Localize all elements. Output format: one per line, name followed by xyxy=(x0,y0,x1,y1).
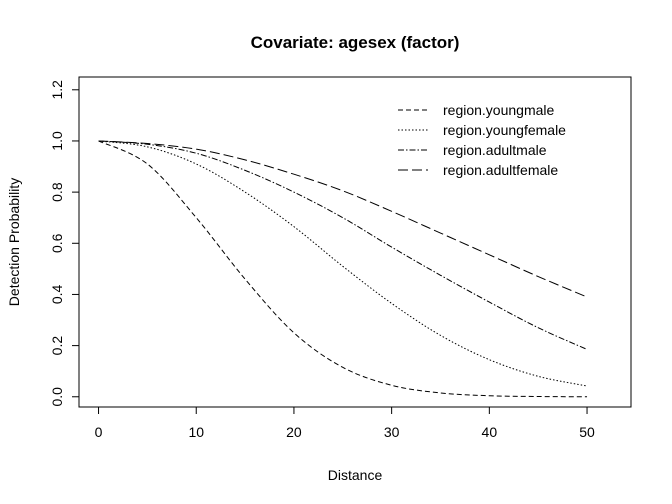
y-tick-label: 0.2 xyxy=(49,336,65,356)
x-tick-label: 30 xyxy=(384,424,400,440)
x-tick-label: 10 xyxy=(188,424,204,440)
y-tick-label: 1.0 xyxy=(49,131,65,151)
series-line-region-adultfemale xyxy=(98,140,588,298)
x-tick-label: 50 xyxy=(579,424,595,440)
y-axis-title: Detection Probability xyxy=(6,178,22,306)
series-line-region-youngfemale xyxy=(98,140,588,387)
x-axis-title: Distance xyxy=(328,467,383,483)
x-axis: 0 10 20 30 40 50 xyxy=(95,406,595,440)
y-tick-label: 0.8 xyxy=(49,182,65,202)
y-tick-label: 1.2 xyxy=(49,80,65,100)
y-tick-label: 0.6 xyxy=(49,233,65,253)
y-tick-label: 0.4 xyxy=(49,285,65,305)
legend-label: region.youngfemale xyxy=(443,122,566,138)
series-line-region-adultmale xyxy=(98,140,588,350)
legend-label: region.adultfemale xyxy=(443,162,558,178)
y-tick-label: 0.0 xyxy=(49,387,65,407)
series-line-region-youngmale xyxy=(98,140,588,398)
x-tick-label: 40 xyxy=(482,424,498,440)
series-lines xyxy=(98,140,588,398)
legend-label: region.adultmale xyxy=(443,142,547,158)
legend-label: region.youngmale xyxy=(443,102,555,118)
x-tick-label: 20 xyxy=(286,424,302,440)
legend: region.youngmale region.youngfemale region… xyxy=(398,102,566,178)
chart-title: Covariate: agesex (factor) xyxy=(251,33,460,52)
y-axis: 0.0 0.2 0.4 0.6 0.8 1.0 1.2 xyxy=(49,80,80,407)
x-tick-label: 0 xyxy=(95,424,103,440)
